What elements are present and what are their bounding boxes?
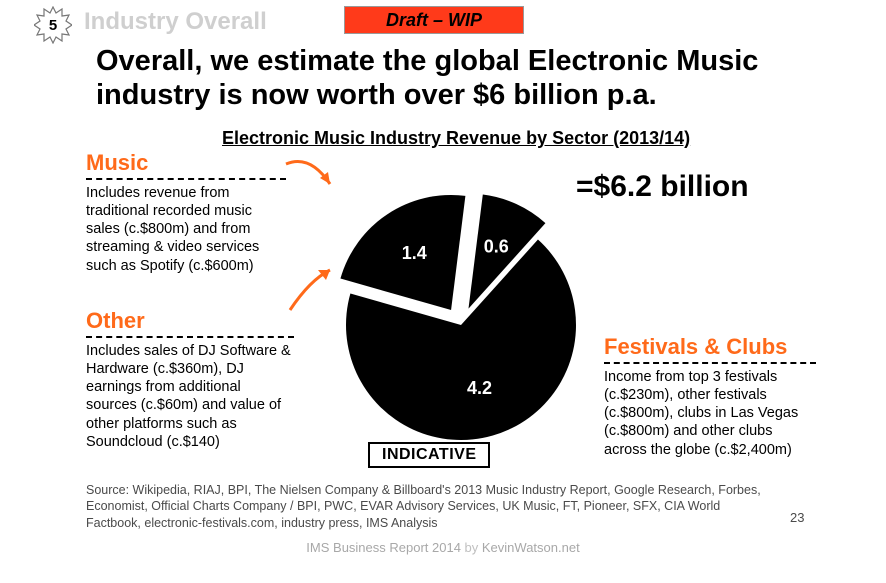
pie-chart: 4.2 1.4 0.6 [296,150,606,460]
indicative-badge: INDICATIVE [368,442,490,468]
category-other: Other Includes sales of DJ Software & Ha… [86,308,294,451]
credit-author: KevinWatson.net [482,540,580,555]
source-text: Source: Wikipedia, RIAJ, BPI, The Nielse… [86,482,766,531]
category-festivals: Festivals & Clubs Income from top 3 fest… [604,334,816,459]
category-other-heading: Other [86,308,294,334]
page-number: 5 [49,17,57,34]
category-festivals-body: Income from top 3 festivals (c.$230m), o… [604,368,816,459]
svg-text:0.6: 0.6 [484,237,509,257]
svg-text:4.2: 4.2 [467,378,492,398]
category-music-heading: Music [86,150,286,176]
category-music: Music Includes revenue from traditional … [86,150,286,275]
page-number-badge: 5 [34,6,72,44]
total-value: =$6.2 billion [576,170,749,204]
svg-text:1.4: 1.4 [402,243,427,263]
divider [604,362,816,364]
credit-line: IMS Business Report 2014 by KevinWatson.… [0,540,886,555]
category-other-body: Includes sales of DJ Software & Hardware… [86,342,294,451]
draft-badge: Draft – WIP [344,6,524,34]
page-number-bottom: 23 [790,510,804,525]
section-label: Industry Overall [84,8,267,36]
credit-by: by [465,540,482,555]
divider [86,178,286,180]
chart-title: Electronic Music Industry Revenue by Sec… [222,128,690,149]
headline: Overall, we estimate the global Electron… [96,44,826,112]
category-music-body: Includes revenue from traditional record… [86,184,286,275]
category-festivals-heading: Festivals & Clubs [604,334,816,360]
credit-prefix: IMS Business Report 2014 [306,540,464,555]
divider [86,336,294,338]
